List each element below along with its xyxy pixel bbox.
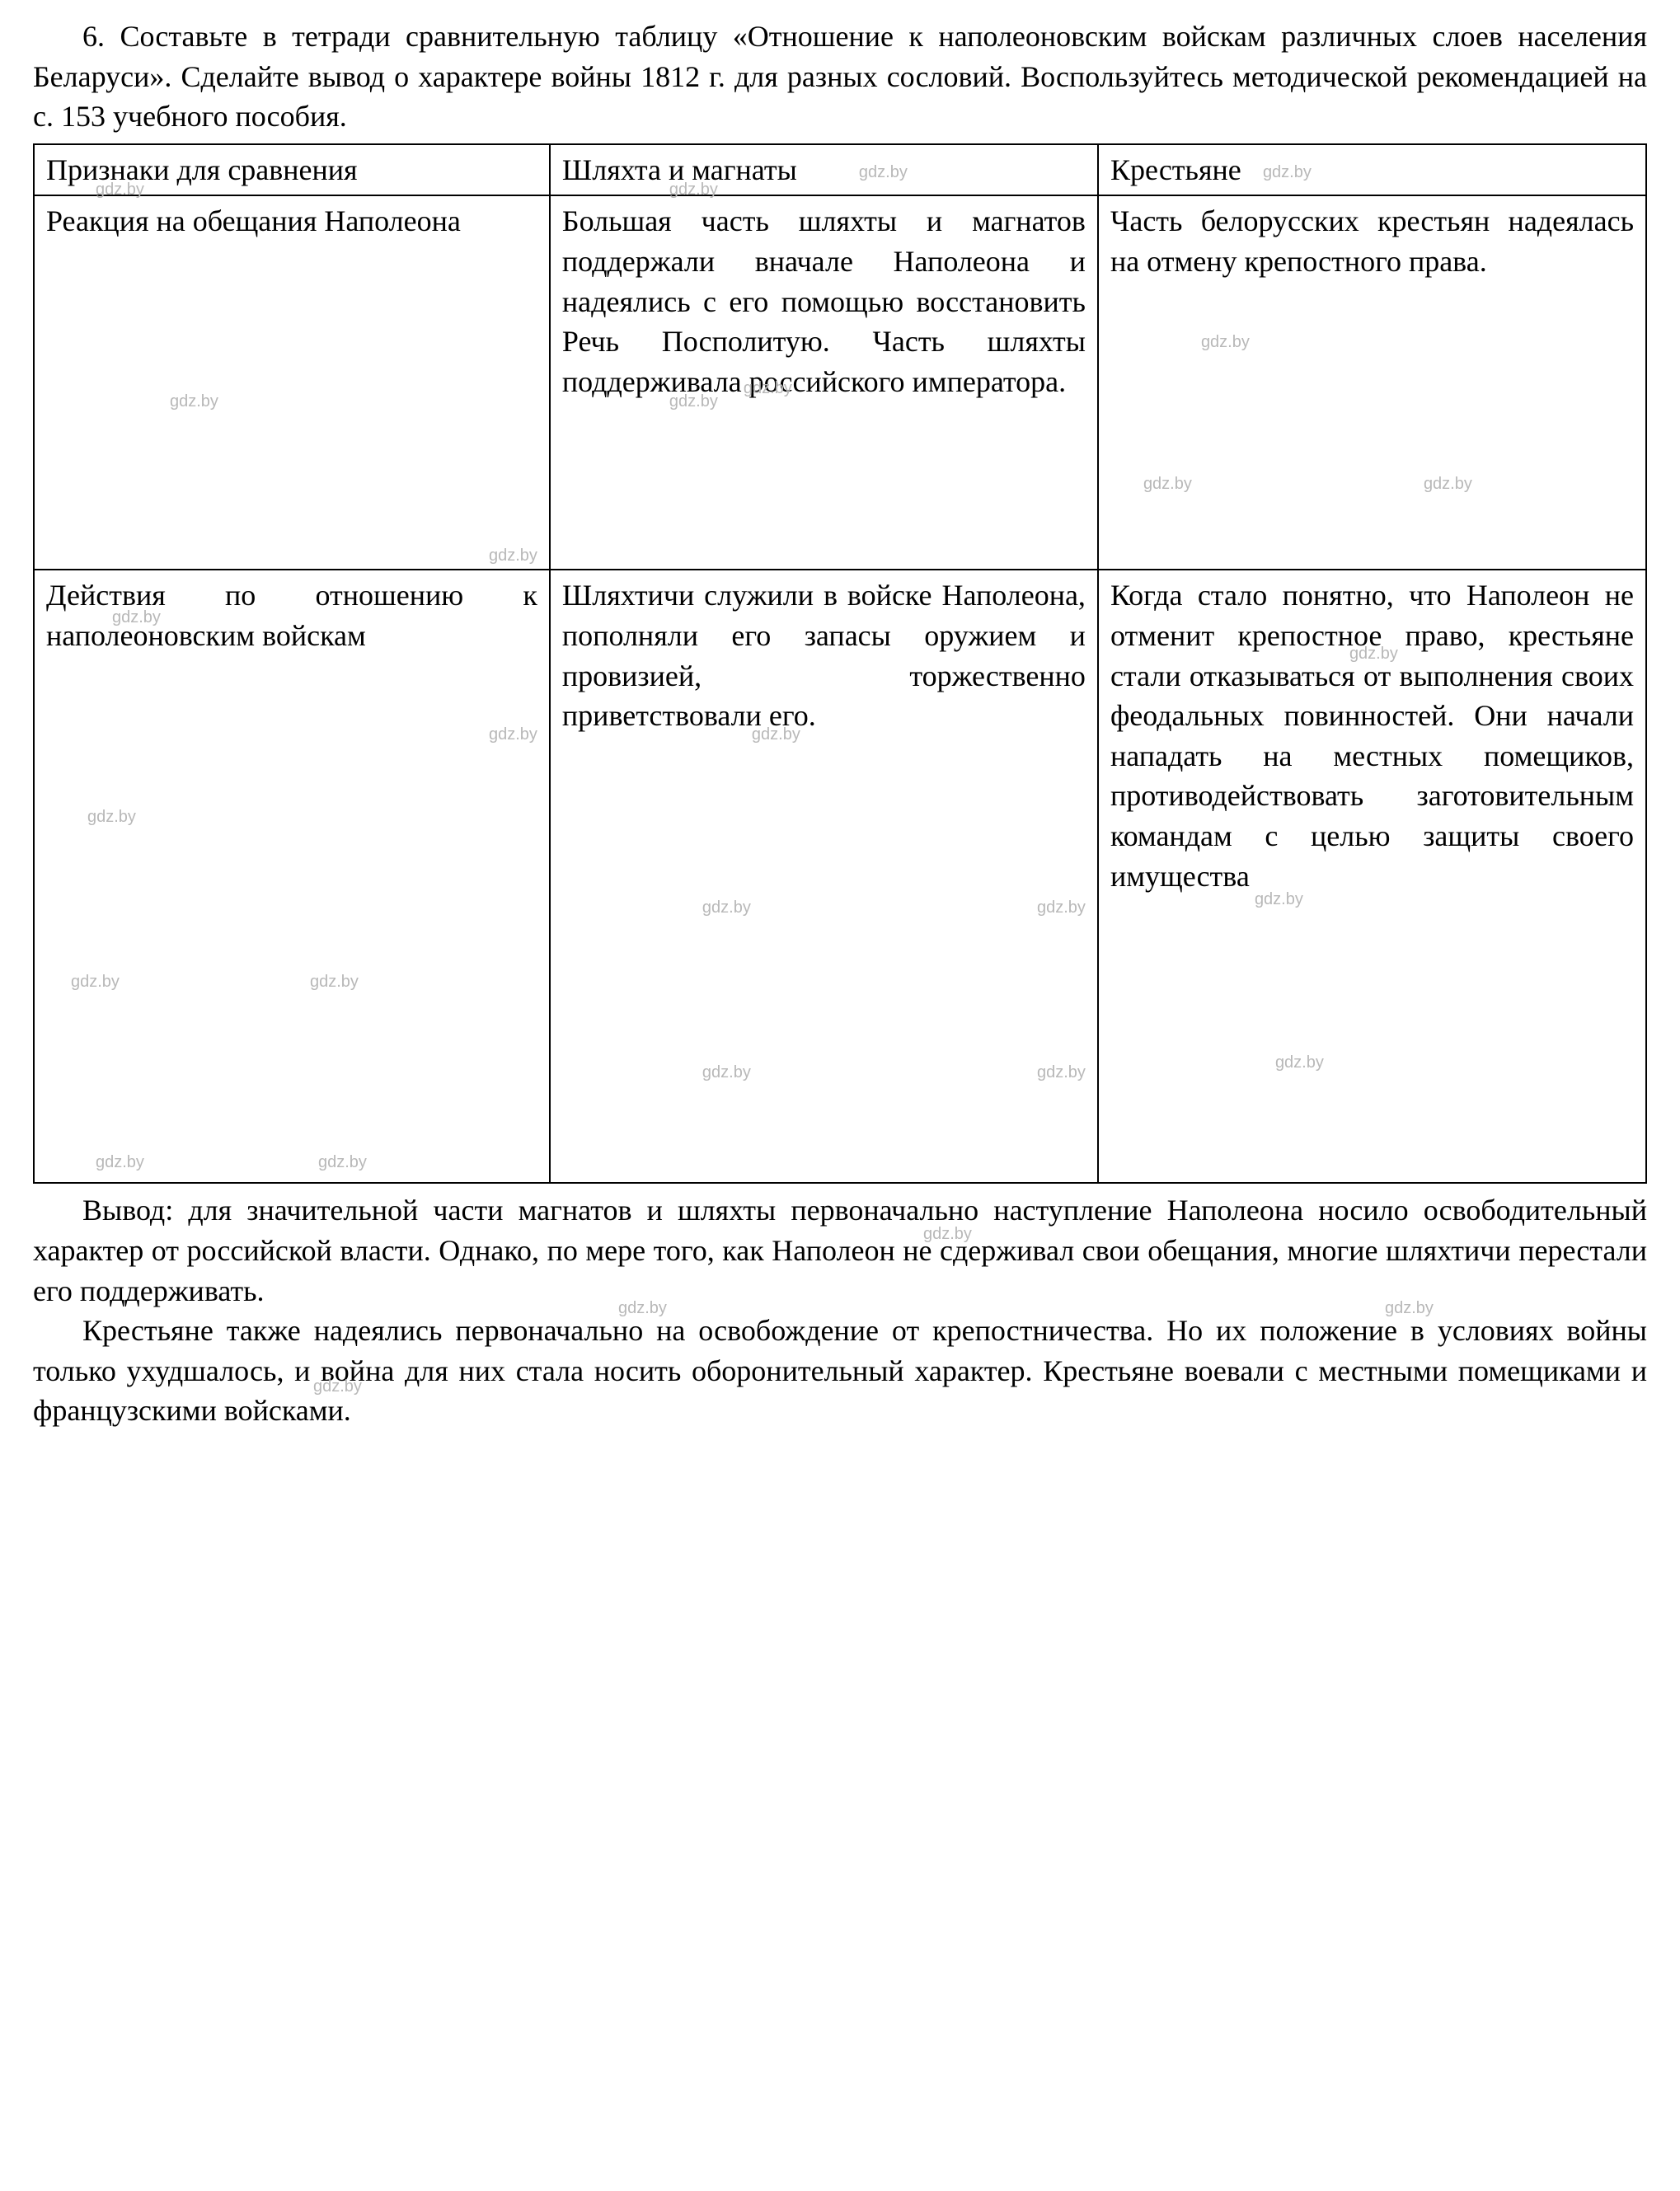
row2-criteria: Действия по отношению к наполеоновским в… xyxy=(34,570,550,1183)
watermark: gdz.by xyxy=(170,391,218,413)
header-criteria-text: Признаки для сравнения xyxy=(46,153,358,186)
conclusion-p1: Вывод: для значительной части магнатов и… xyxy=(33,1190,1647,1311)
row2-shlyakhta-text: Шляхтичи служили в войске Наполеона, поп… xyxy=(562,579,1086,732)
watermark: gdz.by xyxy=(1201,331,1250,354)
row2-criteria-text: Действия по отношению к наполеоновским в… xyxy=(46,579,537,652)
watermark: gdz.by xyxy=(71,971,120,993)
watermark: gdz.by xyxy=(1037,897,1086,919)
watermark: gdz.by xyxy=(489,724,537,746)
header-peasants-text: Крестьяне xyxy=(1110,153,1241,186)
row2-peasants: Когда стало понятно, что Наполеон не отм… xyxy=(1098,570,1646,1183)
header-shlyakhta: Шляхта и магнаты gdz.by gdz.by xyxy=(550,144,1098,196)
watermark: gdz.by xyxy=(1255,889,1303,911)
watermark: gdz.by xyxy=(96,1152,144,1174)
row1-peasants-text: Часть белорусских крестьян надеялась на … xyxy=(1110,204,1634,278)
watermark: gdz.by xyxy=(1143,473,1192,495)
row2-peasants-text: Когда стало понятно, что Наполеон не отм… xyxy=(1110,579,1634,892)
watermark: gdz.by xyxy=(702,897,751,919)
watermark: gdz.by xyxy=(87,806,136,828)
watermark: gdz.by xyxy=(318,1152,367,1174)
comparison-table: Признаки для сравнения gdz.by Шляхта и м… xyxy=(33,143,1647,1185)
row1-criteria-text: Реакция на обещания Наполеона xyxy=(46,204,461,237)
table-header-row: Признаки для сравнения gdz.by Шляхта и м… xyxy=(34,144,1646,196)
watermark: gdz.by xyxy=(1275,1052,1324,1074)
table-row: Действия по отношению к наполеоновским в… xyxy=(34,570,1646,1183)
watermark: gdz.by xyxy=(1037,1062,1086,1084)
watermark: gdz.by xyxy=(859,162,908,184)
watermark: gdz.by xyxy=(702,1062,751,1084)
row1-peasants: Часть белорусских крестьян надеялась на … xyxy=(1098,195,1646,570)
header-peasants: Крестьяне gdz.by xyxy=(1098,144,1646,196)
row1-shlyakhta-text: Большая часть шляхты и магнатов поддержа… xyxy=(562,204,1086,397)
header-shlyakhta-text: Шляхта и магнаты xyxy=(562,153,797,186)
task-intro: 6. Составьте в тетради сравнительную таб… xyxy=(33,16,1647,137)
header-criteria: Признаки для сравнения gdz.by xyxy=(34,144,550,196)
row2-shlyakhta: Шляхтичи служили в войске Наполеона, поп… xyxy=(550,570,1098,1183)
conclusion-block: Вывод: для значительной части магнатов и… xyxy=(33,1190,1647,1431)
watermark: gdz.by xyxy=(310,971,359,993)
watermark: gdz.by xyxy=(1424,473,1472,495)
row1-shlyakhta: Большая часть шляхты и магнатов поддержа… xyxy=(550,195,1098,570)
row1-criteria: Реакция на обещания Наполеона gdz.by gdz… xyxy=(34,195,550,570)
watermark: gdz.by xyxy=(489,545,537,567)
conclusion-p2: Крестьяне также надеялись первоначально … xyxy=(33,1311,1647,1431)
watermark: gdz.by xyxy=(1263,162,1312,184)
table-row: Реакция на обещания Наполеона gdz.by gdz… xyxy=(34,195,1646,570)
